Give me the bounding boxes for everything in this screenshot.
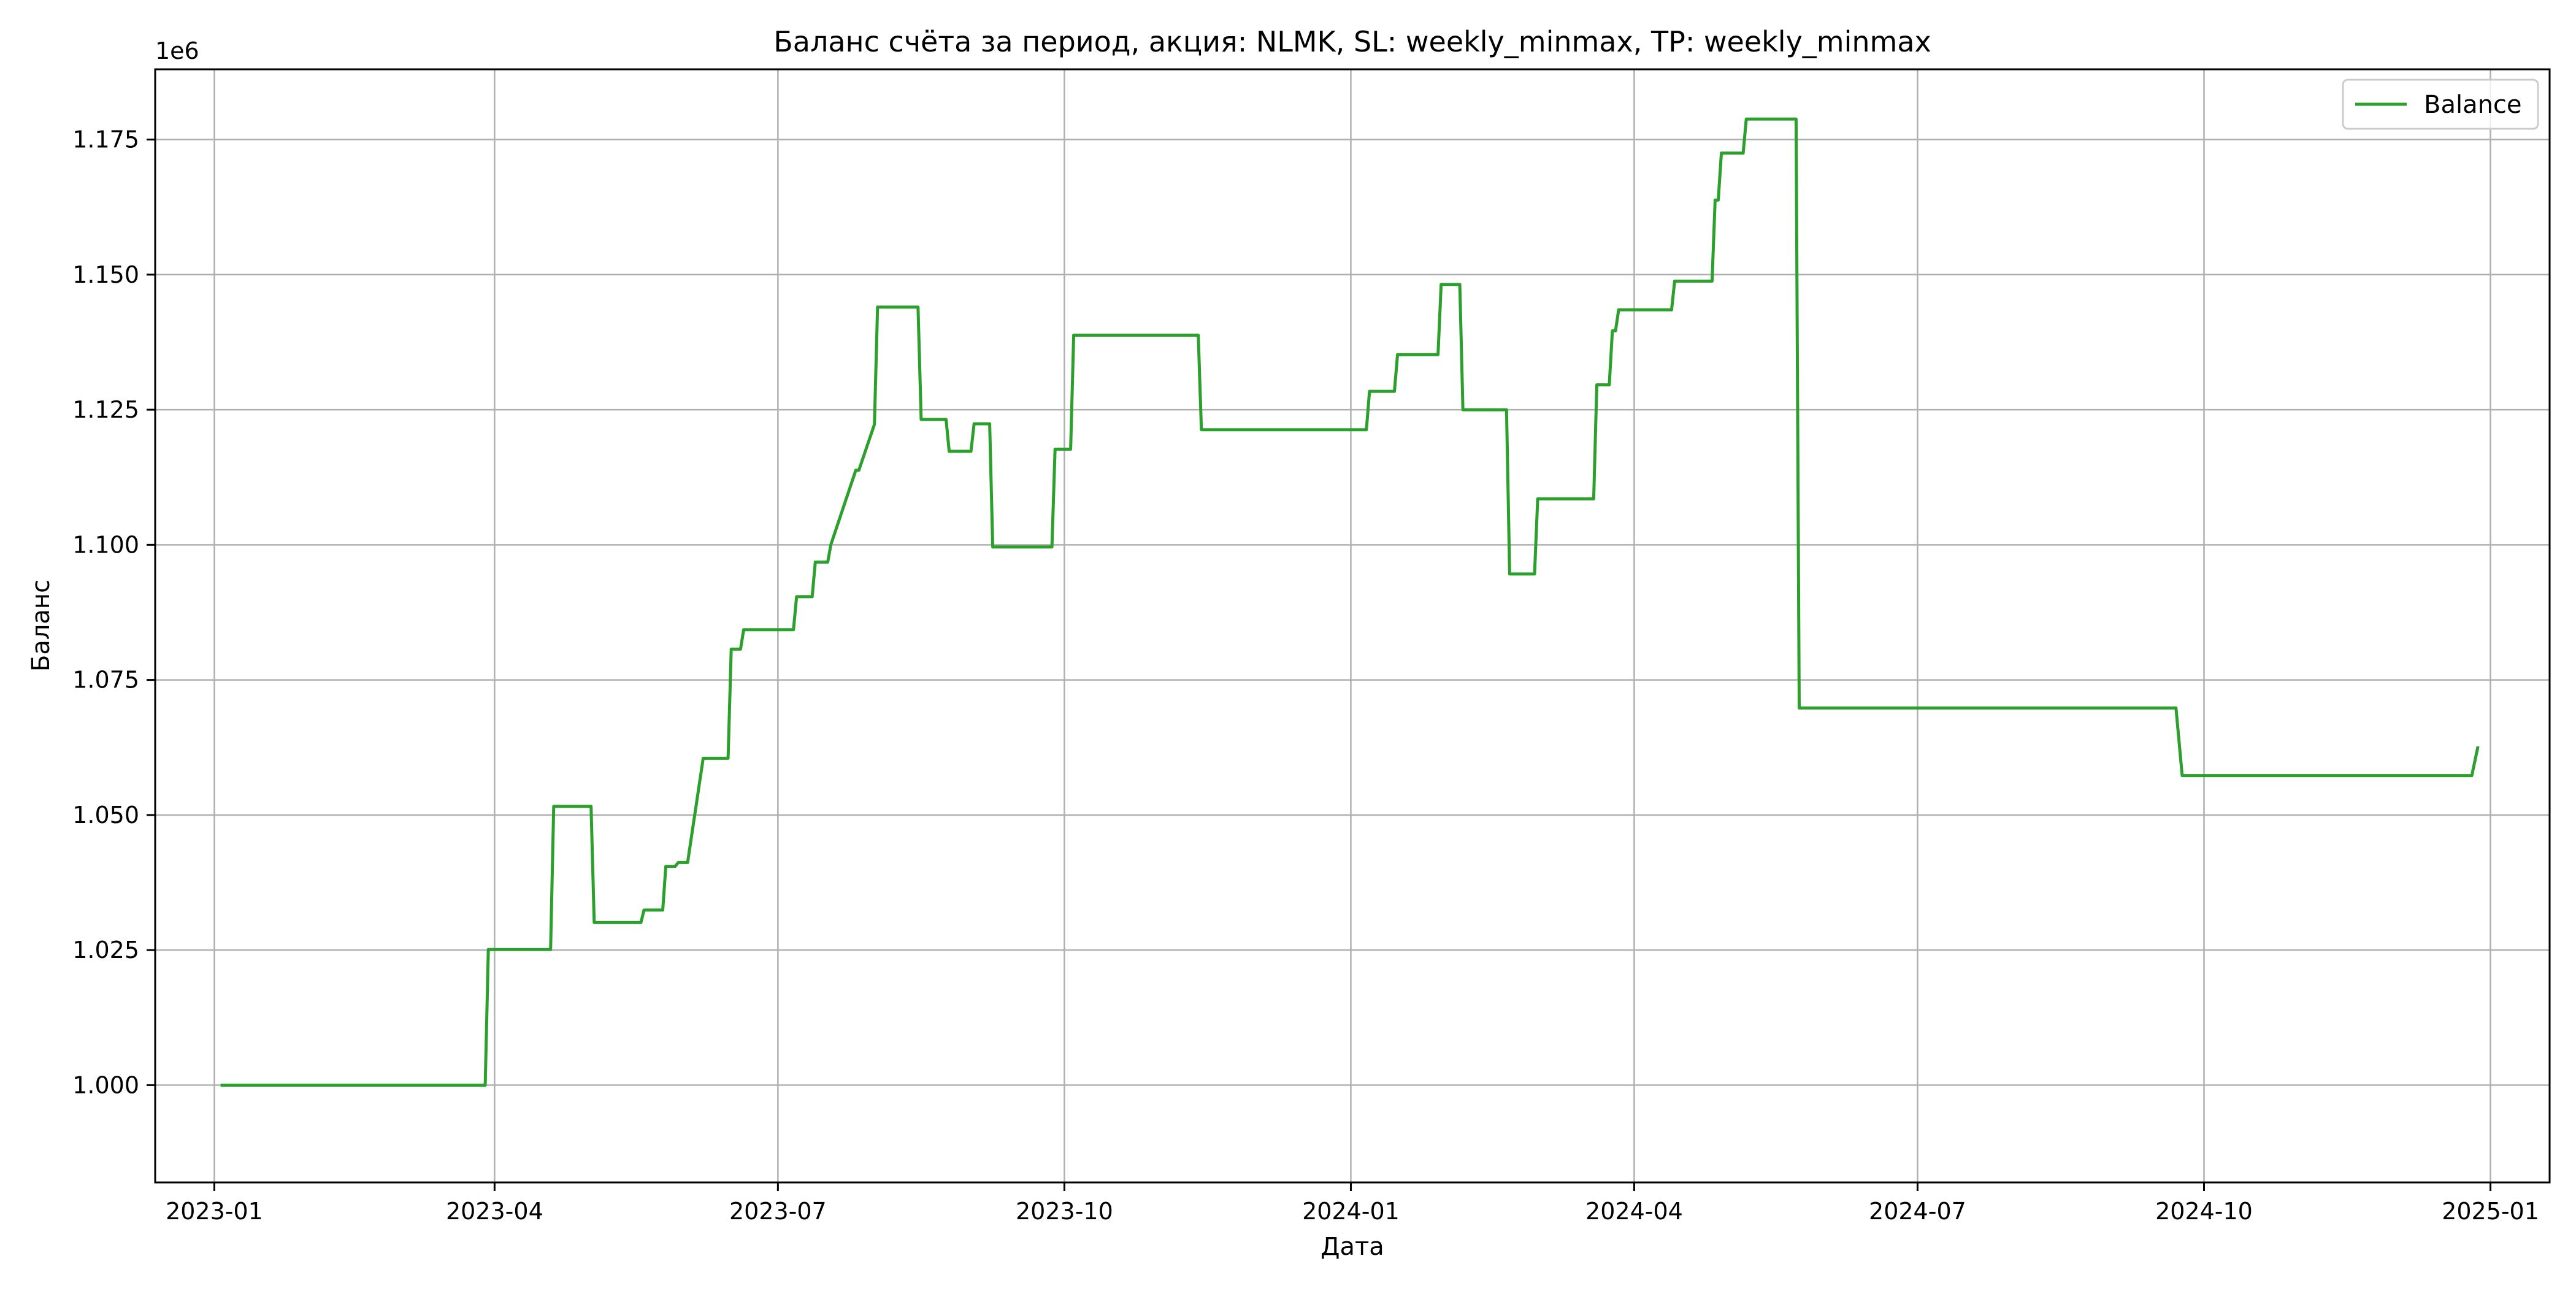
data-point (992, 546, 993, 547)
x-axis-label: Дата (1321, 1233, 1384, 1261)
data-point (812, 596, 813, 597)
y-tick-label: 1.025 (72, 937, 139, 963)
y-tick-label: 1.100 (72, 531, 139, 558)
y-tick-label: 1.175 (72, 126, 139, 153)
x-tick-label: 2025-01 (2442, 1198, 2539, 1225)
data-point (1394, 391, 1395, 392)
data-point (1369, 391, 1370, 392)
y-tick-label: 1.150 (72, 261, 139, 288)
data-point (1055, 449, 1056, 450)
y-axis-offset-label: 1e6 (155, 37, 199, 64)
data-point (220, 1085, 221, 1086)
data-point (550, 949, 551, 950)
x-tick-label: 2024-10 (2155, 1198, 2253, 1225)
y-tick-label: 1.000 (72, 1071, 139, 1098)
data-point (743, 629, 744, 630)
x-tick-label: 2024-04 (1585, 1198, 1683, 1225)
data-point (488, 949, 489, 950)
data-point (1366, 429, 1367, 430)
data-point (640, 922, 641, 923)
x-tick-label: 2023-10 (1016, 1198, 1113, 1225)
x-tick-label: 2024-01 (1302, 1198, 1400, 1225)
data-point (1509, 573, 1510, 574)
data-point (793, 629, 794, 630)
data-point (1397, 354, 1398, 355)
x-tick-label: 2023-01 (166, 1198, 263, 1225)
y-axis-label: Баланс (27, 580, 55, 672)
data-point (1718, 200, 1719, 201)
plot-frame (154, 68, 2551, 1184)
data-point (706, 758, 707, 759)
y-tick-label: 1.125 (72, 396, 139, 423)
y-tick-label: 1.075 (72, 667, 139, 694)
legend-box (2342, 79, 2539, 130)
series-line-balance (220, 117, 2480, 1087)
data-point (1674, 281, 1675, 282)
y-tick-label: 1.050 (72, 802, 139, 829)
x-tick-label: 2023-07 (729, 1198, 827, 1225)
x-tick-label: 2024-07 (1869, 1198, 1966, 1225)
data-point (665, 866, 666, 867)
data-point (989, 423, 990, 424)
data-point (1201, 429, 1202, 430)
chart-title: Баланс счёта за период, акция: NLMK, SL:… (773, 25, 1931, 58)
series-layer (220, 117, 2480, 1087)
data-point (1534, 573, 1535, 574)
legend: Balance (2342, 79, 2539, 130)
data-point (974, 423, 975, 424)
data-point (1070, 449, 1071, 450)
data-point (796, 596, 797, 597)
legend-label: Balance (2424, 91, 2522, 119)
data-point (684, 862, 685, 863)
data-point (728, 758, 729, 759)
data-point (1746, 119, 1747, 120)
data-point (485, 1085, 486, 1086)
x-tick-label: 2023-04 (446, 1198, 543, 1225)
axis-ticks: 2023-01 2023-04 2023-07 2023-10 2024-01 2024-… (72, 126, 2539, 1225)
